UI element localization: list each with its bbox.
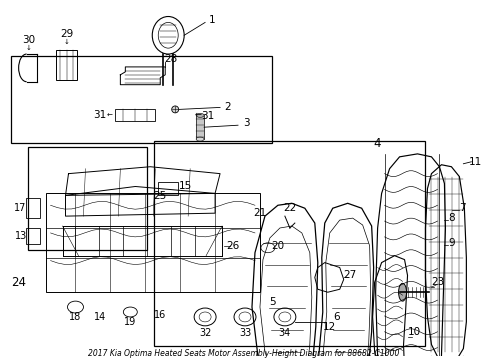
Text: ←: ←: [106, 112, 112, 118]
Text: 9: 9: [447, 238, 454, 248]
Text: 28: 28: [164, 54, 178, 64]
Bar: [25, 228, 40, 244]
Text: 30: 30: [22, 35, 35, 45]
Text: 2017 Kia Optima Heated Seats Motor Assembly-Height Diagram for 88682-C1000: 2017 Kia Optima Heated Seats Motor Assem…: [88, 348, 399, 357]
Ellipse shape: [398, 283, 406, 301]
Text: 17: 17: [15, 203, 27, 213]
Text: 34: 34: [278, 328, 290, 338]
Bar: [196, 115, 203, 139]
Text: 20: 20: [271, 241, 284, 251]
Text: 7: 7: [458, 203, 465, 213]
Text: 31: 31: [201, 111, 214, 121]
Text: 31: 31: [93, 110, 106, 120]
Text: 4: 4: [373, 138, 381, 150]
Text: 8: 8: [447, 213, 454, 223]
Ellipse shape: [171, 106, 178, 113]
Bar: [115, 109, 155, 121]
Text: 22: 22: [283, 203, 296, 213]
Bar: [154, 141, 424, 346]
Text: 16: 16: [154, 310, 166, 320]
Ellipse shape: [196, 137, 203, 141]
Text: 6: 6: [333, 312, 339, 322]
Ellipse shape: [196, 113, 203, 117]
Bar: [25, 198, 40, 218]
Text: ↓: ↓: [26, 45, 32, 51]
Bar: [11, 56, 272, 143]
Text: 24: 24: [11, 276, 26, 289]
Text: 11: 11: [468, 157, 481, 167]
Bar: [45, 193, 260, 292]
Text: ←: ←: [194, 110, 201, 119]
Bar: [27, 147, 147, 250]
Text: 23: 23: [430, 277, 443, 287]
Text: 27: 27: [343, 270, 356, 280]
Text: 10: 10: [407, 327, 420, 337]
Text: 21: 21: [253, 208, 266, 218]
Text: 19: 19: [124, 317, 136, 327]
Bar: [158, 181, 178, 195]
Text: 13: 13: [15, 231, 27, 241]
Text: 29: 29: [60, 29, 73, 39]
Text: 15: 15: [178, 181, 191, 192]
Text: 3: 3: [242, 118, 249, 128]
Text: 18: 18: [69, 312, 81, 322]
Text: 33: 33: [238, 328, 251, 338]
Text: 1: 1: [208, 15, 215, 26]
Text: 2: 2: [224, 103, 231, 112]
Text: 12: 12: [323, 322, 336, 332]
Bar: [56, 50, 77, 80]
Text: 32: 32: [199, 328, 211, 338]
Text: 14: 14: [94, 312, 106, 322]
Text: ↓: ↓: [63, 39, 69, 45]
Text: 5: 5: [269, 297, 276, 307]
Text: 25: 25: [153, 192, 166, 201]
Text: 26: 26: [226, 241, 239, 251]
